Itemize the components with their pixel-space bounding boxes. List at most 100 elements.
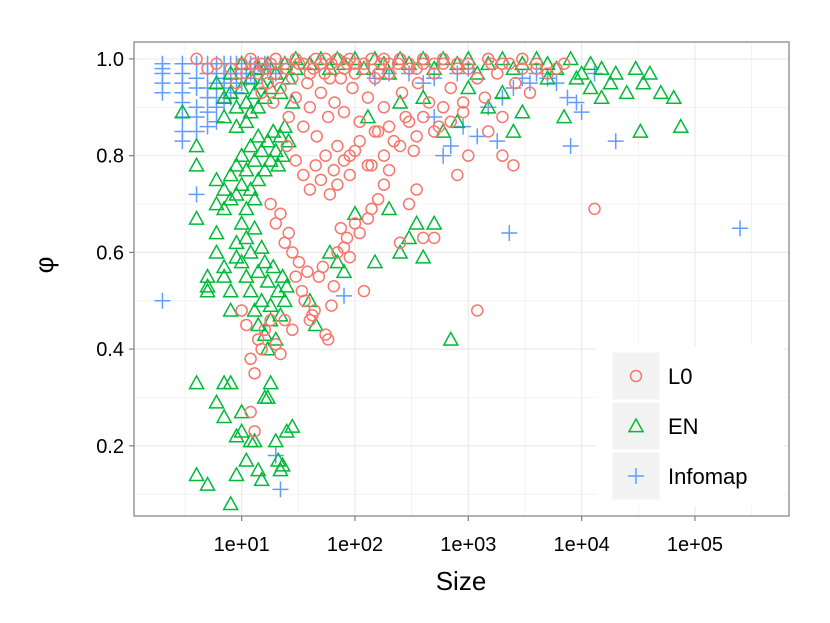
data-point-l0 (361, 91, 375, 104)
data-point-l0 (289, 154, 302, 167)
data-point-l0 (258, 323, 272, 337)
data-point-infomap (559, 89, 576, 106)
data-point-l0 (301, 265, 314, 278)
data-point-l0 (496, 110, 509, 124)
data-point-en (256, 253, 274, 269)
data-point-l0 (286, 246, 299, 259)
data-point-en (329, 253, 346, 269)
data-point-l0 (346, 81, 359, 95)
data-point-l0 (451, 168, 464, 182)
data-point-l0 (365, 159, 378, 172)
data-point-en (346, 205, 364, 221)
y-tick-label: 0.6 (96, 242, 124, 264)
data-point-l0 (269, 67, 283, 80)
data-point-en (259, 388, 277, 404)
data-point-l0 (490, 67, 504, 80)
data-point-l0 (337, 154, 351, 167)
data-point-l0 (436, 52, 450, 66)
data-point-en (391, 93, 409, 109)
data-point-l0 (410, 62, 423, 75)
data-point-l0 (365, 202, 378, 216)
data-point-en (253, 239, 270, 254)
data-point-l0 (523, 86, 537, 100)
data-point-l0 (436, 101, 450, 114)
data-point-l0 (471, 72, 484, 85)
data-point-en (449, 113, 466, 129)
data-point-en (215, 108, 233, 124)
data-point-l0 (298, 294, 311, 308)
data-point-l0 (255, 86, 268, 100)
data-point-en (665, 89, 683, 104)
legend-symbols (627, 369, 645, 484)
data-point-en (514, 103, 531, 119)
data-point-en (238, 93, 255, 109)
data-point-en (222, 190, 239, 206)
data-point-en (366, 253, 384, 269)
data-point-l0 (266, 96, 280, 109)
series-l0 (190, 52, 601, 438)
data-point-l0 (456, 105, 470, 119)
data-point-en (460, 50, 477, 66)
data-point-infomap (573, 104, 590, 121)
data-point-l0 (325, 299, 338, 312)
data-point-l0 (314, 173, 328, 187)
data-point-l0 (365, 52, 378, 66)
data-point-l0 (416, 110, 430, 124)
data-point-en (208, 171, 225, 187)
data-point-l0 (462, 62, 475, 75)
data-point-en (346, 50, 364, 66)
data-point-en (233, 147, 250, 163)
data-point-en (264, 258, 282, 274)
data-point-l0 (316, 260, 330, 274)
data-point-en (215, 89, 233, 104)
data-point-en (233, 79, 250, 95)
data-point-l0 (530, 62, 543, 75)
y-tick-label: 1.0 (96, 49, 124, 71)
data-point-en (199, 268, 216, 283)
data-point-en (242, 137, 259, 153)
data-point-l0 (444, 81, 457, 95)
data-point-en (573, 64, 590, 80)
data-point-l0 (303, 183, 317, 196)
data-point-l0 (274, 207, 287, 220)
data-point-en (262, 297, 279, 312)
data-point-l0 (255, 57, 268, 71)
data-point-en (555, 108, 573, 124)
data-point-en (233, 176, 250, 192)
data-point-l0 (327, 280, 341, 293)
data-point-l0 (240, 67, 253, 80)
data-point-en (635, 74, 652, 90)
data-point-l0 (190, 52, 203, 66)
data-point-l0 (516, 62, 529, 75)
data-point-l0 (297, 120, 310, 133)
data-point-en (259, 272, 277, 288)
data-point-l0 (507, 159, 520, 172)
data-point-en (188, 137, 205, 153)
data-point-infomap (188, 108, 205, 125)
data-point-en (249, 316, 267, 332)
legend-label-l0: L0 (668, 364, 692, 389)
data-point-l0 (343, 168, 357, 182)
data-point-l0 (244, 352, 257, 366)
data-point-infomap (435, 147, 452, 164)
data-point-en (414, 248, 432, 264)
data-point-l0 (411, 76, 425, 90)
data-point-en (278, 422, 296, 438)
data-point-l0 (309, 159, 322, 172)
data-point-en (253, 74, 270, 90)
data-point-infomap (272, 481, 289, 498)
data-point-en (494, 84, 511, 100)
data-point-infomap (562, 137, 579, 154)
data-point-l0 (371, 67, 385, 80)
data-point-l0 (393, 139, 407, 153)
data-point-en (208, 243, 225, 259)
data-point-infomap (174, 133, 191, 150)
legend: L0 EN Infomap (597, 346, 784, 506)
data-point-en (276, 118, 294, 133)
data-point-l0 (357, 62, 371, 75)
data-point-l0 (371, 125, 385, 138)
legend-symbol-l0 (629, 369, 643, 383)
data-point-en (256, 89, 274, 104)
data-point-infomap (501, 225, 518, 242)
